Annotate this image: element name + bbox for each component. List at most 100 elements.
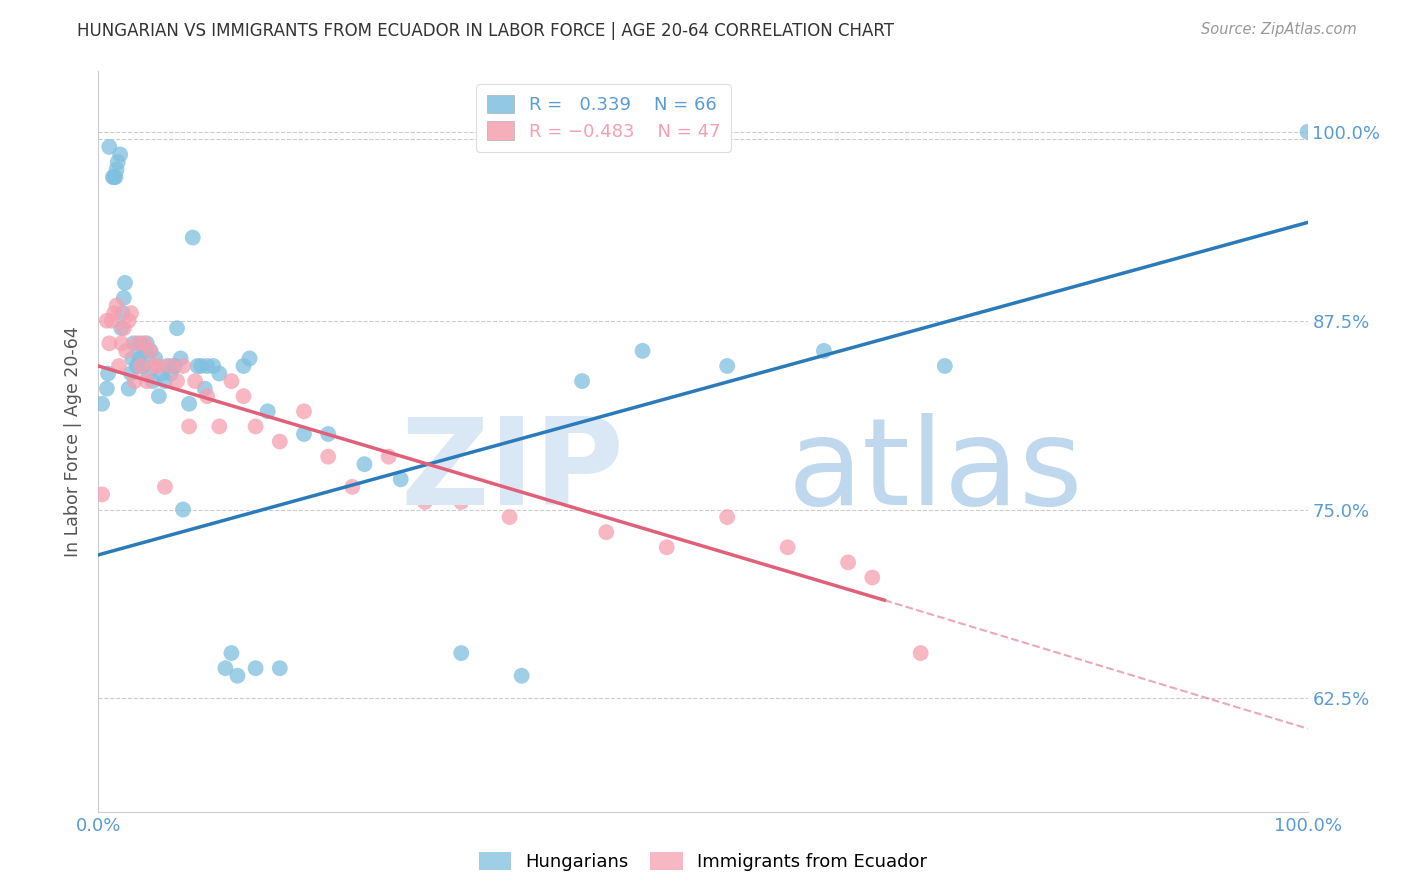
Point [124, 374, 146, 388]
Point [139, 343, 162, 358]
Point [498, 510, 520, 524]
Point [97, 367, 120, 381]
Point [104, 170, 127, 185]
Point [716, 359, 738, 373]
Point [160, 359, 183, 373]
Point [413, 495, 436, 509]
Point [91, 487, 114, 501]
Point [269, 661, 291, 675]
Point [292, 404, 315, 418]
Y-axis label: In Labor Force | Age 20-64: In Labor Force | Age 20-64 [65, 326, 83, 557]
Point [202, 359, 225, 373]
Point [129, 336, 152, 351]
Point [105, 299, 128, 313]
Point [127, 336, 149, 351]
Point [98, 336, 121, 351]
Text: HUNGARIAN VS IMMIGRANTS FROM ECUADOR IN LABOR FORCE | AGE 20-64 CORRELATION CHAR: HUNGARIAN VS IMMIGRANTS FROM ECUADOR IN … [77, 22, 894, 40]
Point [292, 427, 315, 442]
Point [813, 343, 835, 358]
Point [595, 525, 617, 540]
Point [221, 646, 243, 660]
Point [208, 367, 231, 381]
Point [114, 276, 136, 290]
Point [139, 343, 162, 358]
Point [107, 155, 129, 169]
Point [631, 343, 654, 358]
Point [316, 450, 339, 464]
Point [232, 389, 254, 403]
Text: ZIP: ZIP [401, 413, 624, 530]
Point [128, 351, 150, 366]
Point [143, 359, 166, 373]
Point [214, 661, 236, 675]
Point [226, 669, 249, 683]
Point [101, 170, 124, 185]
Point [221, 374, 243, 388]
Point [571, 374, 593, 388]
Point [120, 306, 142, 320]
Point [179, 397, 201, 411]
Point [179, 419, 201, 434]
Point [172, 502, 194, 516]
Point [256, 404, 278, 418]
Point [837, 556, 859, 570]
Point [910, 646, 932, 660]
Point [142, 374, 165, 388]
Point [860, 570, 883, 584]
Point [1296, 125, 1319, 139]
Point [389, 472, 412, 486]
Point [118, 313, 141, 327]
Point [135, 374, 157, 388]
Point [108, 359, 131, 373]
Point [450, 646, 472, 660]
Legend: Hungarians, Immigrants from Ecuador: Hungarians, Immigrants from Ecuador [471, 846, 935, 879]
Point [353, 457, 375, 471]
Point [110, 321, 132, 335]
Point [103, 170, 125, 185]
Text: Source: ZipAtlas.com: Source: ZipAtlas.com [1201, 22, 1357, 37]
Point [143, 351, 166, 366]
Point [111, 306, 134, 320]
Point [112, 291, 135, 305]
Point [105, 162, 128, 177]
Point [127, 359, 149, 373]
Point [150, 367, 173, 381]
Point [156, 359, 179, 373]
Point [934, 359, 956, 373]
Point [120, 367, 142, 381]
Point [195, 389, 218, 403]
Point [194, 382, 217, 396]
Point [239, 351, 262, 366]
Point [190, 359, 212, 373]
Point [232, 359, 254, 373]
Point [129, 359, 152, 373]
Point [100, 313, 122, 327]
Point [96, 313, 118, 327]
Point [96, 382, 118, 396]
Point [166, 321, 188, 335]
Point [316, 427, 339, 442]
Text: atlas: atlas [787, 413, 1083, 530]
Point [115, 343, 138, 358]
Point [122, 336, 145, 351]
Point [118, 382, 141, 396]
Point [160, 367, 183, 381]
Point [103, 306, 125, 320]
Point [716, 510, 738, 524]
Point [195, 359, 218, 373]
Point [450, 495, 472, 509]
Point [184, 374, 207, 388]
Point [135, 336, 157, 351]
Point [153, 374, 176, 388]
Point [208, 419, 231, 434]
Point [98, 140, 121, 154]
Point [510, 669, 533, 683]
Point [108, 147, 131, 161]
Point [163, 359, 186, 373]
Point [91, 397, 114, 411]
Legend: R =   0.339    N = 66, R = −0.483    N = 47: R = 0.339 N = 66, R = −0.483 N = 47 [477, 84, 731, 152]
Point [1078, 827, 1101, 841]
Point [776, 541, 799, 555]
Point [110, 336, 132, 351]
Point [136, 367, 159, 381]
